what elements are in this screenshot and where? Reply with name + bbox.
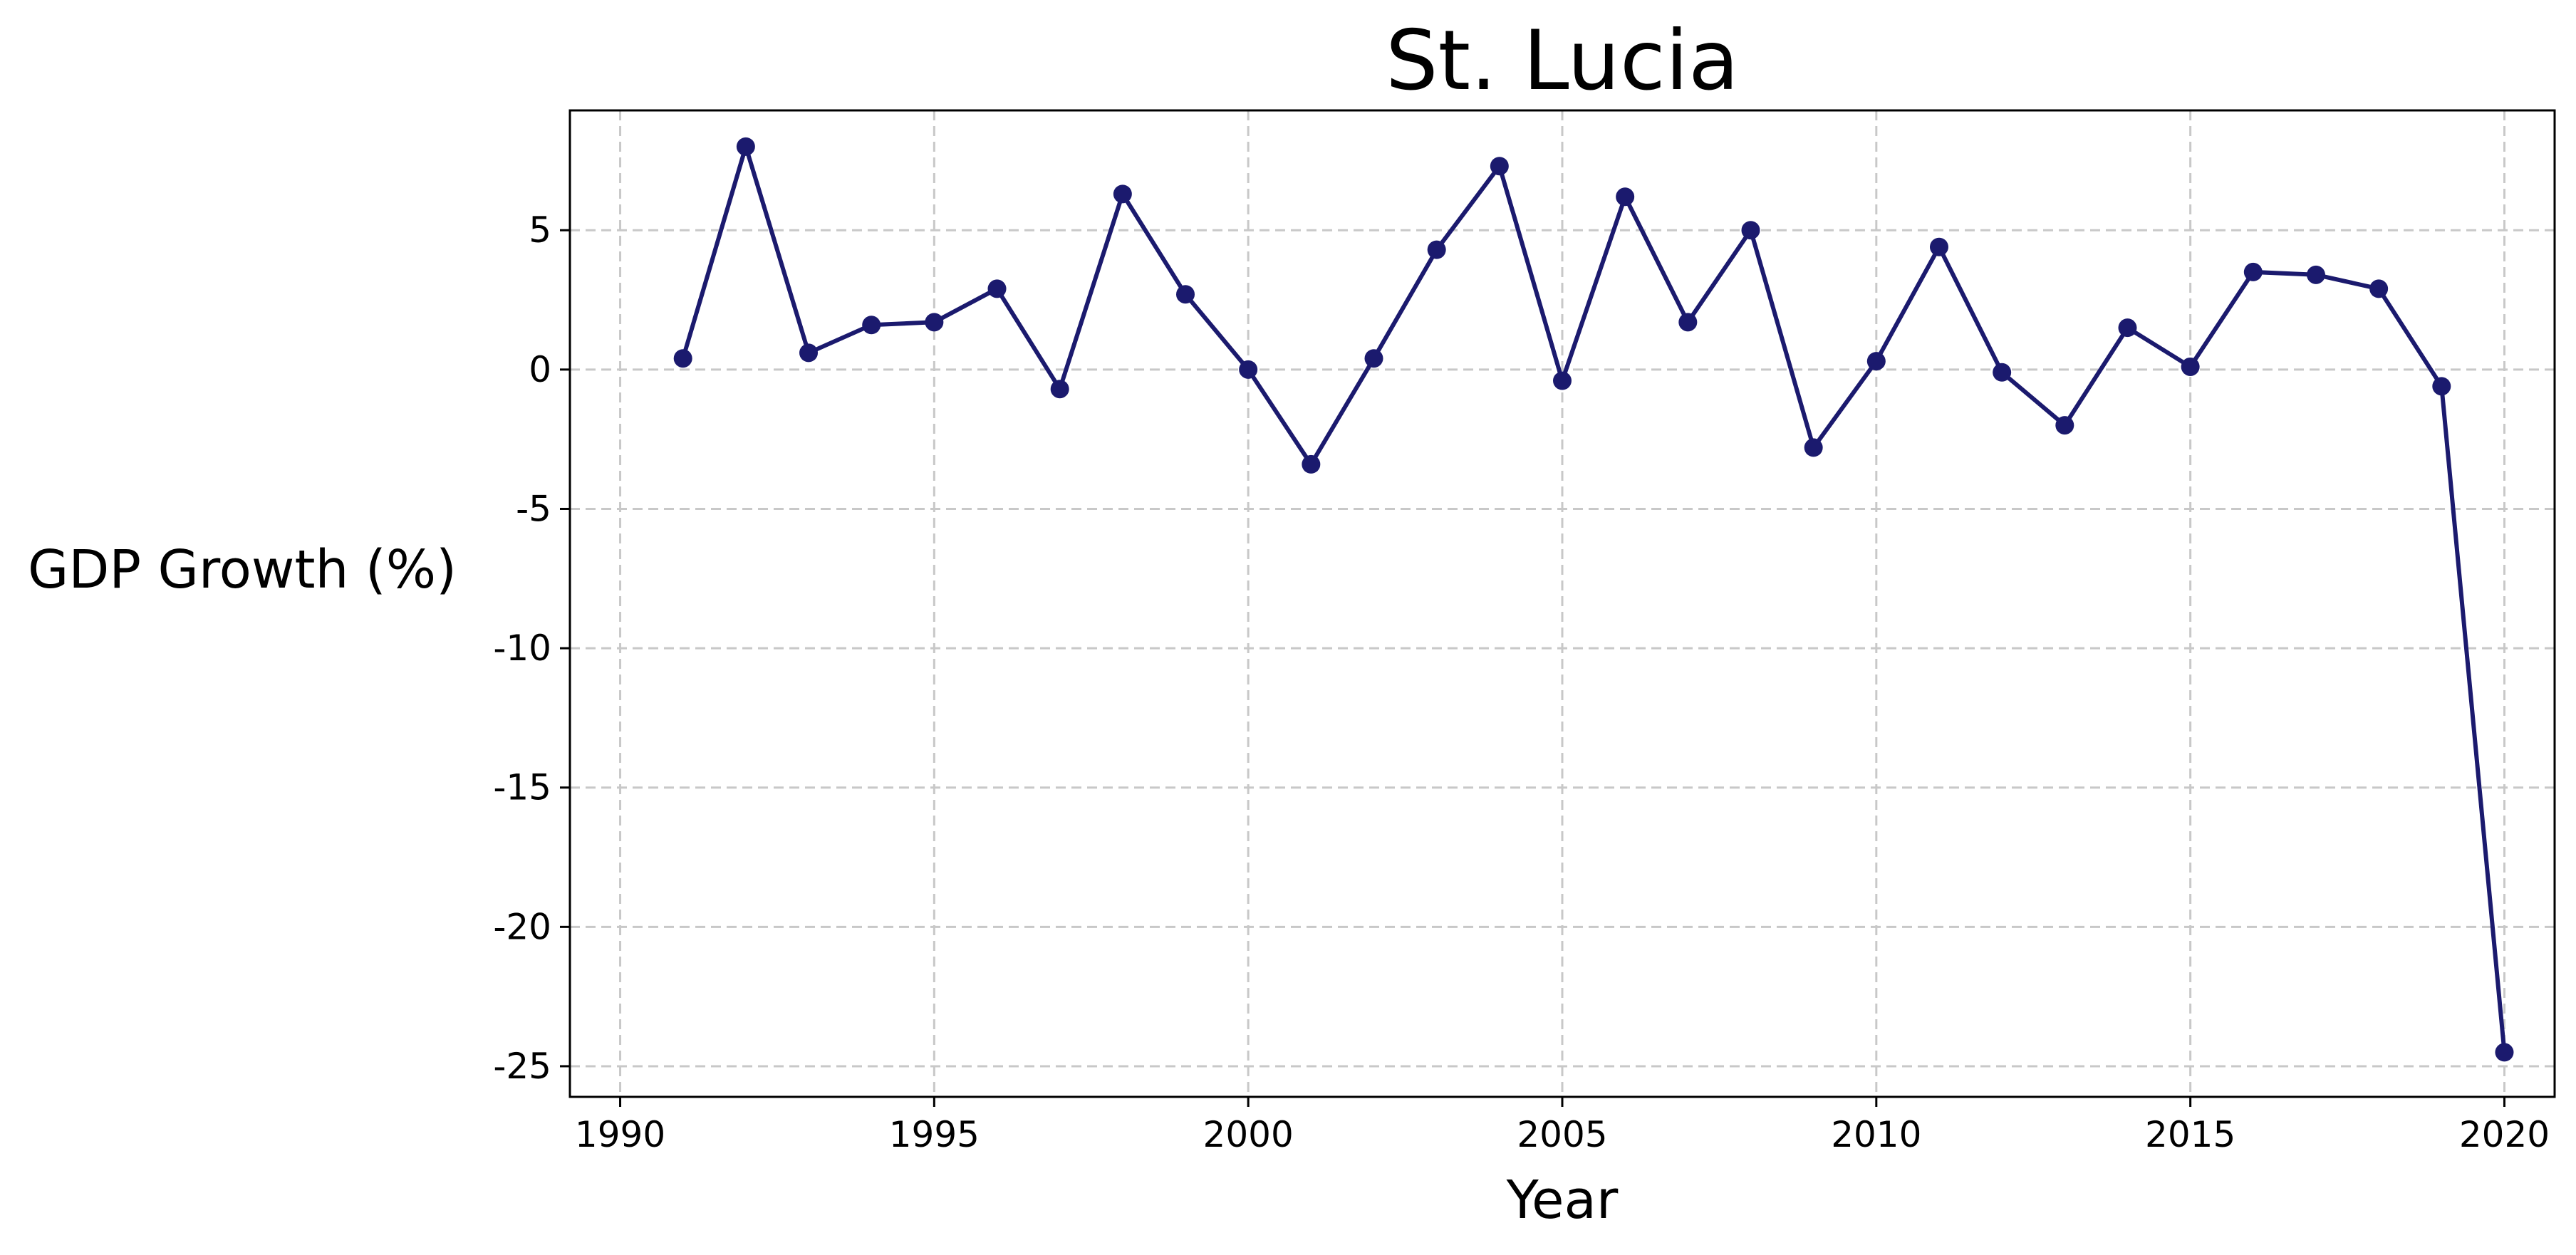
data-point	[1113, 184, 1132, 204]
data-point	[799, 343, 819, 363]
data-point	[1050, 380, 1069, 399]
data-point	[2181, 357, 2200, 376]
x-tick-label: 2020	[2459, 1114, 2550, 1155]
data-points	[673, 137, 2514, 1062]
data-point	[1678, 313, 1698, 332]
data-point	[2369, 279, 2389, 298]
y-tick-label: -5	[516, 488, 551, 529]
data-point	[862, 316, 881, 335]
x-tick-label: 2000	[1203, 1114, 1294, 1155]
x-tick-label: 2005	[1517, 1114, 1607, 1155]
data-point	[1553, 371, 1572, 390]
data-point	[1993, 363, 2012, 382]
x-tick-label: 1995	[889, 1114, 980, 1155]
data-point	[2243, 262, 2263, 281]
y-tick-label: 5	[529, 209, 551, 251]
series-line	[680, 144, 2507, 1055]
y-tick-label: 0	[529, 349, 551, 390]
data-point	[2118, 318, 2137, 338]
data-point	[2306, 265, 2325, 284]
x-tick-label: 1990	[575, 1114, 665, 1155]
data-point	[1929, 237, 1948, 256]
data-point	[1427, 240, 1446, 259]
y-tick-label: -10	[493, 628, 551, 669]
grid	[570, 110, 2555, 1097]
data-point	[2432, 377, 2451, 396]
data-point	[736, 137, 755, 156]
chart-title: St. Lucia	[1386, 13, 1739, 109]
y-tick-label: -25	[493, 1046, 551, 1087]
data-point	[1364, 349, 1383, 368]
y-axis-ticks: 5 0 -5 -10 -15 -20 -25	[493, 209, 570, 1087]
x-axis-title: Year	[1506, 1170, 1619, 1231]
data-point	[925, 313, 944, 332]
data-point	[2495, 1043, 2514, 1062]
x-tick-label: 2010	[1831, 1114, 1921, 1155]
y-tick-label: -20	[493, 906, 551, 947]
data-point	[1176, 285, 1195, 304]
data-point	[1804, 438, 1823, 457]
x-axis-ticks: 1990 1995 2000 2005 2010 2015 2020	[575, 1097, 2550, 1155]
y-tick-label: -15	[493, 767, 551, 808]
data-point	[1866, 352, 1886, 371]
data-point	[1616, 187, 1635, 207]
y-axis-title: GDP Growth (%)	[28, 539, 457, 600]
data-point	[987, 279, 1007, 298]
data-point	[1490, 157, 1509, 176]
data-point	[2055, 416, 2074, 435]
series-line-layer	[680, 144, 2507, 1055]
data-point	[673, 349, 692, 368]
data-point	[1741, 221, 1760, 240]
data-point	[1302, 454, 1321, 474]
x-tick-label: 2015	[2145, 1114, 2235, 1155]
data-point	[1239, 360, 1258, 379]
